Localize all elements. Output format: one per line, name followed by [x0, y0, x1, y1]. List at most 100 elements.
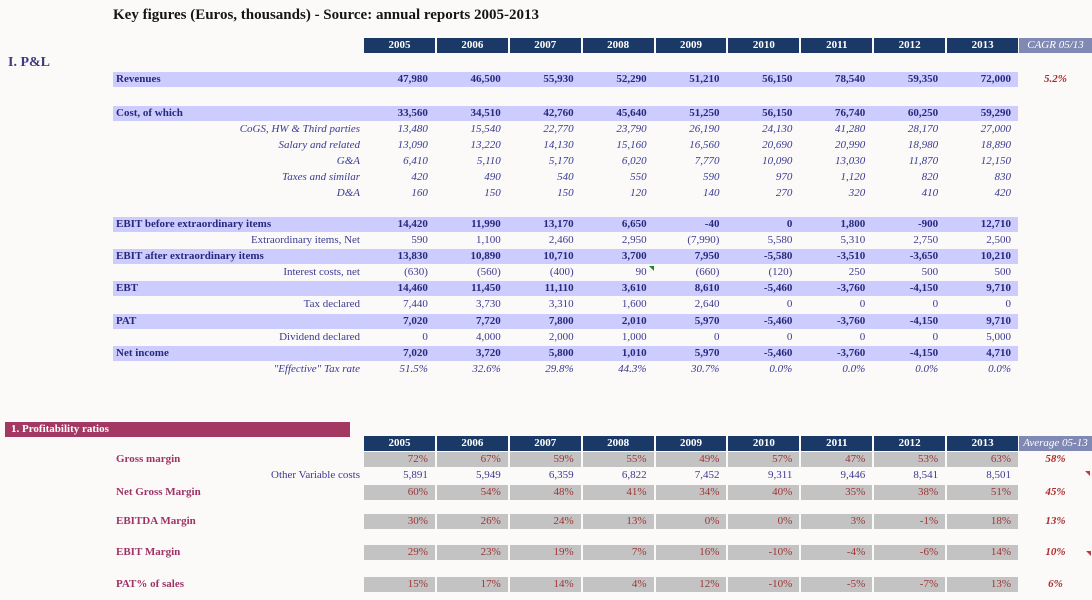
pl-value-cell[interactable]: 90: [583, 265, 654, 280]
pl-row-label[interactable]: G&A: [336, 155, 360, 167]
pl-value-cell[interactable]: -3,760: [836, 282, 866, 294]
pl-value-cell[interactable]: 51,210: [689, 73, 720, 85]
pl-value-cell[interactable]: 7,800: [548, 315, 574, 327]
pl-value-cell[interactable]: 52,290: [616, 73, 647, 85]
ratio-value-cell[interactable]: 7%: [582, 545, 654, 560]
pl-row-label[interactable]: Taxes and similar: [282, 171, 360, 183]
pl-value-cell[interactable]: 550: [630, 171, 647, 183]
pl-row-label[interactable]: EBIT before extraordinary items: [116, 218, 272, 230]
pl-value-cell[interactable]: 34,510: [470, 107, 501, 119]
year-header-cell[interactable]: 2013: [947, 436, 1019, 451]
ratio-value-cell[interactable]: 67%: [436, 452, 508, 467]
pl-value-cell[interactable]: 56,150: [762, 107, 793, 119]
pl-value-cell[interactable]: 7,720: [476, 315, 501, 327]
ratio-value-cell[interactable]: 26%: [436, 514, 508, 529]
ratio-value-cell[interactable]: 30%: [364, 514, 435, 529]
pl-value-cell[interactable]: 15,160: [616, 139, 647, 151]
pl-value-cell[interactable]: 6,410: [403, 155, 428, 167]
pl-value-cell[interactable]: 0: [786, 218, 793, 230]
pl-value-cell[interactable]: 2,640: [694, 298, 720, 310]
ratio-value-cell[interactable]: 17%: [436, 577, 508, 592]
pl-value-cell[interactable]: 1,100: [476, 234, 501, 246]
ratio-value-cell[interactable]: 3%: [801, 514, 873, 529]
pl-value-cell[interactable]: 2,500: [986, 234, 1012, 246]
pl-value-cell[interactable]: 41,280: [834, 123, 866, 135]
pl-value-cell[interactable]: 59,290: [980, 107, 1012, 119]
year-header-cell[interactable]: 2007: [509, 38, 581, 53]
pl-value-cell[interactable]: 0: [713, 331, 720, 343]
pl-value-cell[interactable]: -3,650: [909, 250, 939, 262]
pl-value-cell[interactable]: -40: [704, 218, 720, 230]
pl-value-cell[interactable]: 5,000: [986, 331, 1012, 343]
pl-value-cell[interactable]: 10,090: [762, 155, 793, 167]
ratio-row-label[interactable]: Other Variable costs: [271, 469, 360, 481]
pl-value-cell[interactable]: 16,560: [689, 139, 720, 151]
pl-value-cell[interactable]: 11,450: [471, 282, 501, 294]
pl-value-cell[interactable]: 20,990: [834, 139, 866, 151]
pl-value-cell[interactable]: 590: [411, 234, 428, 246]
ratio-value-cell[interactable]: 6,822: [621, 469, 647, 481]
pl-value-cell[interactable]: 3,720: [476, 347, 501, 359]
pl-cagr-header-cell[interactable]: CAGR 05/13: [1019, 38, 1092, 53]
pl-value-cell[interactable]: 820: [921, 171, 939, 183]
pl-value-cell[interactable]: 3,310: [548, 298, 574, 310]
pl-value-cell[interactable]: 0: [786, 331, 793, 343]
pl-value-cell[interactable]: 46,500: [470, 73, 501, 85]
ratio-value-cell[interactable]: 19%: [509, 545, 581, 560]
ratio-value-cell[interactable]: 53%: [874, 452, 946, 467]
pl-value-cell[interactable]: 4,710: [986, 347, 1012, 359]
pl-value-cell[interactable]: 0.0%: [915, 363, 939, 375]
pl-value-cell[interactable]: 590: [702, 171, 720, 183]
ratio-value-cell[interactable]: 14%: [947, 545, 1019, 560]
pl-value-cell[interactable]: 5,170: [548, 155, 574, 167]
pl-value-cell[interactable]: -4,150: [909, 347, 939, 359]
ratio-value-cell[interactable]: 4%: [582, 577, 654, 592]
pl-value-cell[interactable]: 7,440: [403, 298, 428, 310]
pl-value-cell[interactable]: 8,610: [694, 282, 720, 294]
ratio-value-cell[interactable]: 16%: [655, 545, 727, 560]
pl-value-cell[interactable]: -4,150: [909, 315, 939, 327]
pl-value-cell[interactable]: 13,830: [397, 250, 428, 262]
pl-value-cell[interactable]: -5,460: [763, 315, 793, 327]
year-header-cell[interactable]: 2011: [801, 436, 873, 451]
pl-value-cell[interactable]: 1,120: [840, 171, 866, 183]
year-header-cell[interactable]: 2007: [509, 436, 581, 451]
pl-row-label[interactable]: Extraordinary items, Net: [250, 234, 360, 246]
ratio-value-cell[interactable]: 13%: [947, 577, 1019, 592]
ratios-average-header-cell[interactable]: Average 05-13: [1019, 436, 1092, 451]
year-header-cell[interactable]: 2006: [436, 436, 508, 451]
pl-value-cell[interactable]: 5,110: [476, 155, 501, 167]
pl-value-cell[interactable]: 9,710: [986, 315, 1012, 327]
ratio-value-cell[interactable]: 51%: [947, 485, 1019, 500]
pl-value-cell[interactable]: (400): [549, 266, 574, 278]
pl-value-cell[interactable]: 56,150: [762, 73, 793, 85]
pl-value-cell[interactable]: 22,770: [543, 123, 574, 135]
pl-value-cell[interactable]: (560): [476, 266, 501, 278]
ratio-value-cell[interactable]: 38%: [874, 485, 946, 500]
ratio-value-cell[interactable]: 18%: [947, 514, 1019, 529]
pl-value-cell[interactable]: 150: [484, 187, 501, 199]
pl-value-cell[interactable]: 490: [484, 171, 501, 183]
ratio-extra-cell[interactable]: 58%: [1045, 453, 1066, 465]
ratio-value-cell[interactable]: -10%: [728, 577, 800, 592]
pl-value-cell[interactable]: 2,010: [621, 315, 647, 327]
ratio-value-cell[interactable]: -4%: [801, 545, 873, 560]
pl-value-cell[interactable]: (630): [404, 266, 428, 278]
pl-value-cell[interactable]: 10,710: [543, 250, 574, 262]
pl-value-cell[interactable]: 0: [786, 298, 793, 310]
ratio-value-cell[interactable]: 13%: [582, 514, 654, 529]
pl-row-label[interactable]: D&A: [336, 187, 360, 199]
pl-row-label[interactable]: Dividend declared: [279, 331, 360, 343]
pl-value-cell[interactable]: 14,460: [397, 282, 428, 294]
pl-value-cell[interactable]: 160: [411, 187, 428, 199]
pl-value-cell[interactable]: 11,870: [908, 155, 939, 167]
ratio-row-label[interactable]: EBITDA Margin: [116, 515, 196, 527]
pl-row-label[interactable]: Interest costs, net: [283, 266, 360, 278]
pl-row-label[interactable]: EBIT after extraordinary items: [116, 250, 264, 262]
ratio-value-cell[interactable]: 59%: [509, 452, 581, 467]
pl-value-cell[interactable]: 12,710: [980, 218, 1012, 230]
pl-value-cell[interactable]: 0: [859, 298, 866, 310]
pl-value-cell[interactable]: 72,000: [980, 73, 1012, 85]
ratio-value-cell[interactable]: 14%: [509, 577, 581, 592]
pl-value-cell[interactable]: 33,560: [397, 107, 428, 119]
